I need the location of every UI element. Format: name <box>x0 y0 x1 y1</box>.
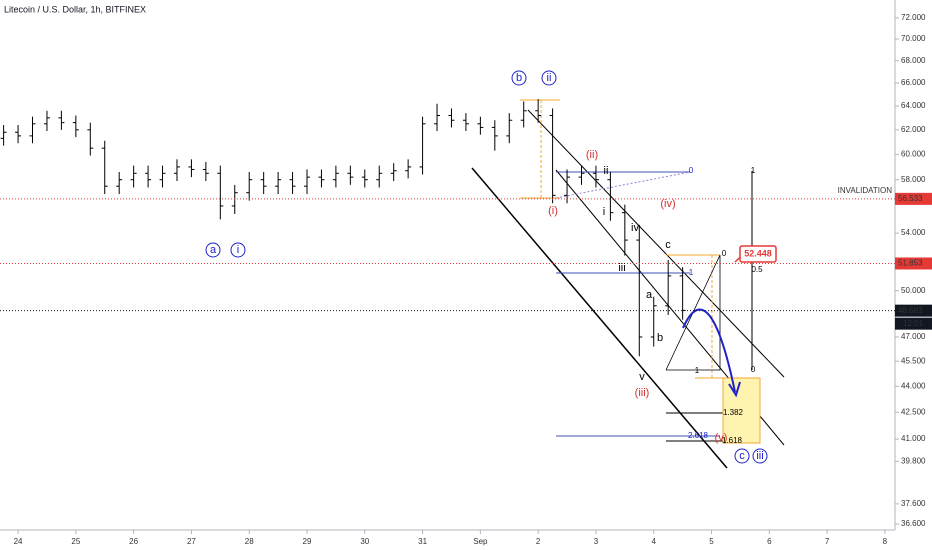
y-tick-label: 42.500 <box>901 407 926 416</box>
x-tick-label: 30 <box>360 537 369 546</box>
y-tick-label: 68.000 <box>901 56 926 65</box>
price-tag <box>895 192 932 205</box>
wave-label: (v) <box>715 432 728 444</box>
x-tick-label: 7 <box>825 537 830 546</box>
wave-label: 1 <box>689 268 694 277</box>
wave-label: 0 <box>751 365 756 374</box>
y-tick-label: 72.000 <box>901 13 926 22</box>
x-tick-label: 8 <box>883 537 888 546</box>
x-tick-label: 29 <box>303 537 312 546</box>
wave-label: ii <box>547 72 552 84</box>
wave-label: 1 <box>695 366 700 375</box>
y-tick-label: 50.000 <box>901 286 926 295</box>
wave-label: 1.618 <box>722 436 743 445</box>
y-tick-label: 54.000 <box>901 228 926 237</box>
wave-label: c <box>665 239 671 251</box>
wave-label: c <box>739 450 745 462</box>
y-tick-label: 60.000 <box>901 149 926 158</box>
price-tag-label: 56.533 <box>898 194 923 203</box>
wave-label: ii <box>604 165 609 177</box>
y-tick-label: 58.000 <box>901 175 926 184</box>
y-tick-label: 44.000 <box>901 381 926 390</box>
x-tick-label: 6 <box>767 537 772 546</box>
time-tag-label: 12:01 <box>903 319 924 328</box>
wave-circle <box>541 70 557 86</box>
y-tick-label: 37.600 <box>901 499 926 508</box>
wave-circle <box>734 448 750 464</box>
drawings <box>471 99 785 469</box>
wave-label: i <box>237 244 239 256</box>
x-tick-label: 26 <box>129 537 138 546</box>
x-tick-label: 25 <box>71 537 80 546</box>
x-tick-label: 4 <box>652 537 657 546</box>
y-tick-label: 66.000 <box>901 78 926 87</box>
wave-label: (i) <box>548 205 558 217</box>
wave-label: 0 <box>722 249 727 258</box>
wave-label: a <box>210 244 217 256</box>
level-name: INVALIDATION <box>838 186 893 195</box>
x-tick-label: Sep <box>473 537 488 546</box>
wave-circle <box>511 70 527 86</box>
y-tick-label: 70.000 <box>901 34 926 43</box>
wave-label: v <box>639 371 645 383</box>
time-tag <box>895 317 932 330</box>
wave-circle <box>205 242 221 258</box>
y-tick-label: 64.000 <box>901 101 926 110</box>
price-tag <box>895 304 932 317</box>
target-box <box>739 245 777 263</box>
wave-label: 1 <box>751 166 756 175</box>
x-tick-label: 28 <box>245 537 254 546</box>
price-tag-label: 51.853 <box>898 259 923 268</box>
target-label: 52.448 <box>744 248 772 258</box>
wave-label: 0.5 <box>751 265 763 274</box>
price-tag <box>895 257 932 270</box>
wave-label: b <box>516 72 522 84</box>
x-tick-label: 31 <box>418 537 427 546</box>
wave-label: i <box>603 206 605 218</box>
y-tick-label: 41.000 <box>901 434 926 443</box>
wave-label: iv <box>631 222 639 234</box>
wave-label: a <box>646 289 653 301</box>
wave-label: iii <box>756 450 763 462</box>
wave-label: 1.382 <box>723 408 744 417</box>
x-tick-label: 24 <box>14 537 23 546</box>
wave-label: (ii) <box>586 149 598 161</box>
x-tick-label: 27 <box>187 537 196 546</box>
wave-circle <box>230 242 246 258</box>
wave-label: 0 <box>689 166 694 175</box>
wave-label: iii <box>618 262 625 274</box>
wave-label: (iv) <box>660 198 675 210</box>
wave-circle <box>752 448 768 464</box>
x-tick-label: 2 <box>536 537 541 546</box>
y-tick-label: 45.500 <box>901 356 926 365</box>
y-tick-label: 47.000 <box>901 332 926 341</box>
y-tick-label: 62.000 <box>901 125 926 134</box>
wave-label: b <box>657 332 663 344</box>
x-tick-label: 3 <box>594 537 599 546</box>
wave-label: (iii) <box>635 387 650 399</box>
wave-label: 2.618 <box>688 431 709 440</box>
price-tag-label: 48.683 <box>898 306 923 315</box>
chart-title: Litecoin / U.S. Dollar, 1h, BITFINEX <box>4 4 146 14</box>
y-tick-label: 39.800 <box>901 456 926 465</box>
x-tick-label: 5 <box>709 537 714 546</box>
y-tick-label: 36.600 <box>901 519 926 528</box>
